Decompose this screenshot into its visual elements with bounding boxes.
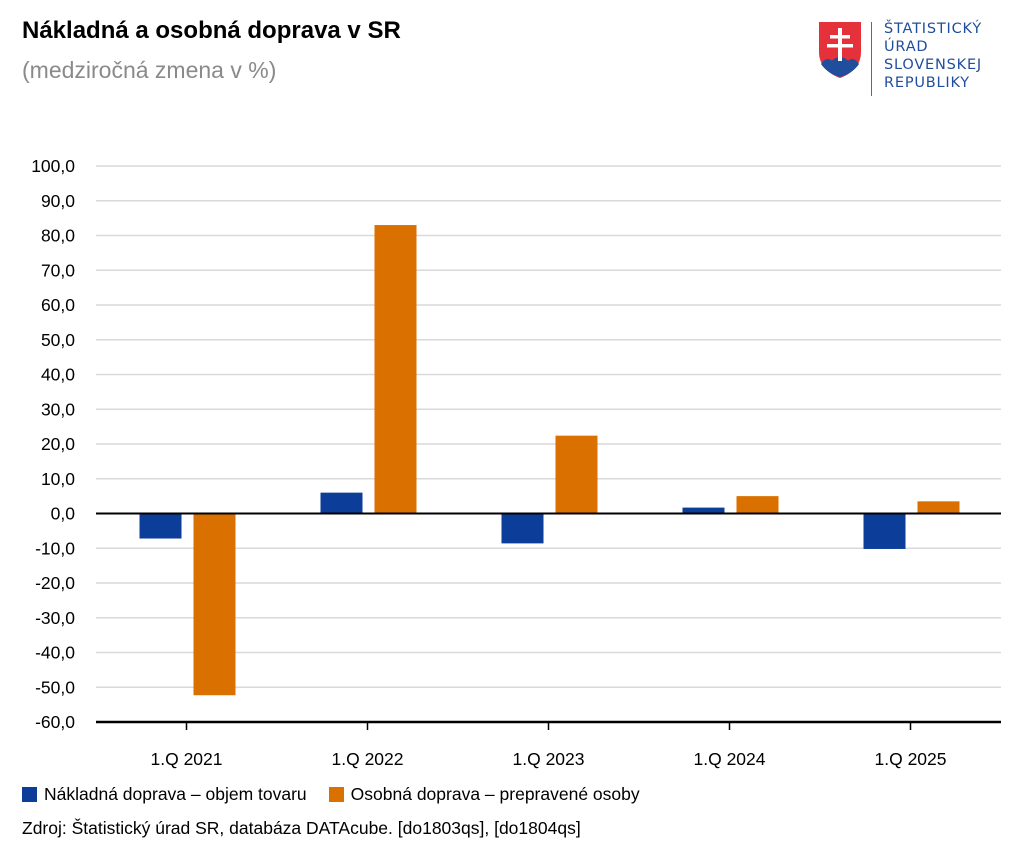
legend-swatch-passenger <box>328 787 344 802</box>
logo-line: ÚRAD <box>884 39 929 55</box>
logo-divider <box>871 22 872 96</box>
chart-subtitle: (medziročná zmena v %) <box>22 57 277 83</box>
legend-swatch-freight <box>22 787 37 802</box>
y-tick-label: 10,0 <box>41 469 75 489</box>
bar-freight <box>320 492 363 514</box>
logo-line: SLOVENSKEJ <box>884 57 983 73</box>
logo-text: ŠTATISTICKÝ ÚRAD SLOVENSKEJ REPUBLIKY <box>884 20 982 92</box>
bar-freight <box>501 513 544 544</box>
y-tick-label: -50,0 <box>35 677 75 697</box>
y-tick-label: 50,0 <box>41 330 75 350</box>
bar-passenger <box>555 435 598 514</box>
slovak-coat-of-arms-icon <box>819 22 861 78</box>
bar-freight <box>682 507 725 514</box>
x-tick-label: 1.Q 2024 <box>694 749 766 769</box>
bar-chart: 100,0 90,0 80,0 70,0 60,0 50,0 40,0 30,0 20,0 10,… <box>31 156 1001 769</box>
y-tick-label: 90,0 <box>41 191 75 211</box>
x-tick-label: 1.Q 2022 <box>332 749 404 769</box>
y-tick-label: 20,0 <box>41 434 75 454</box>
y-tick-label: -30,0 <box>35 608 75 628</box>
legend-label-passenger: Osobná doprava – prepravené osoby <box>350 784 640 804</box>
legend: Nákladná doprava – objem tovaru Osobná d… <box>22 784 662 805</box>
y-tick-label: 30,0 <box>41 399 75 419</box>
bar-passenger <box>736 496 779 514</box>
y-tick-label: 80,0 <box>41 226 75 246</box>
x-tick-label: 1.Q 2021 <box>151 749 223 769</box>
legend-label-freight: Nákladná doprava – objem tovaru <box>44 784 307 804</box>
y-tick-label: -60,0 <box>35 712 75 732</box>
y-tick-label: -10,0 <box>35 538 75 558</box>
y-tick-label: 60,0 <box>41 295 75 315</box>
x-tick-label: 1.Q 2025 <box>875 749 947 769</box>
bar-passenger <box>193 513 236 696</box>
y-tick-label: -40,0 <box>35 643 75 663</box>
legend-item-freight: Nákladná doprava – objem tovaru <box>22 784 307 805</box>
y-tick-label: 70,0 <box>41 260 75 280</box>
y-tick-label: 100,0 <box>31 156 75 176</box>
x-tick-label: 1.Q 2023 <box>513 749 585 769</box>
chart-title: Nákladná a osobná doprava v SR <box>22 17 401 44</box>
y-tick-label: 40,0 <box>41 365 75 385</box>
bar-freight <box>139 513 182 539</box>
bar-freight <box>863 513 906 549</box>
legend-item-passenger: Osobná doprava – prepravené osoby <box>328 784 640 805</box>
bar-passenger <box>917 501 960 514</box>
bar-passenger <box>374 225 417 514</box>
logo-line: REPUBLIKY <box>884 75 970 91</box>
y-tick-label: -20,0 <box>35 573 75 593</box>
source-note: Zdroj: Štatistický úrad SR, databáza DAT… <box>22 818 581 838</box>
y-tick-label: 0,0 <box>51 504 76 524</box>
logo-line: ŠTATISTICKÝ <box>884 21 982 37</box>
